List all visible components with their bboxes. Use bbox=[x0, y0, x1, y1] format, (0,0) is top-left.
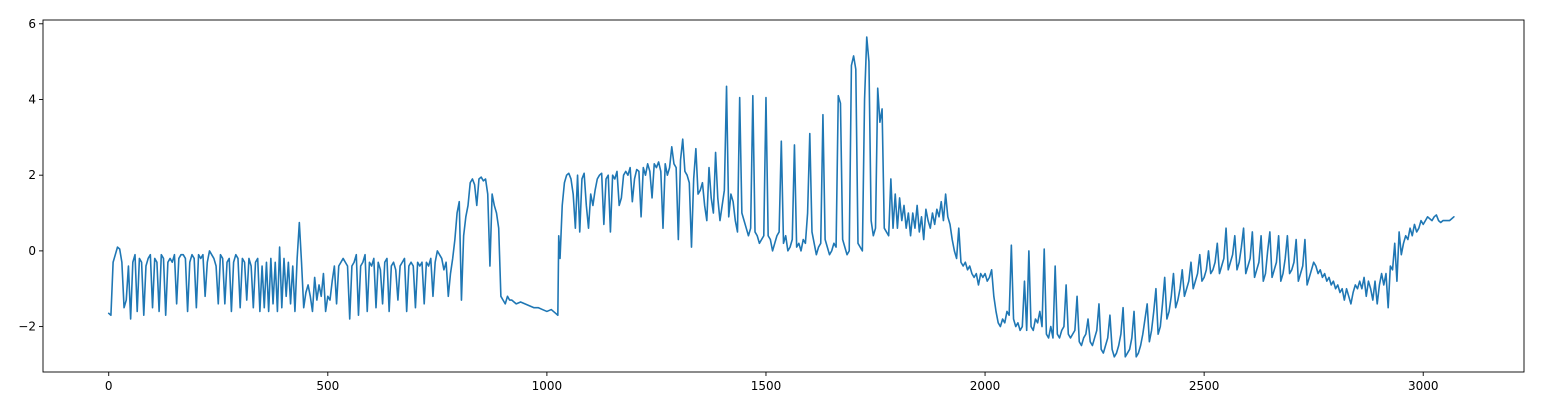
y-tick-label: 0 bbox=[28, 244, 36, 258]
axes-frame bbox=[42, 19, 1525, 373]
y-tick-label: 6 bbox=[28, 17, 36, 31]
series-line bbox=[107, 36, 1455, 358]
x-tick-label: 3000 bbox=[1408, 379, 1439, 393]
x-tick-label: 1000 bbox=[532, 379, 563, 393]
plot-area bbox=[107, 36, 1455, 358]
x-axis: 0 500 1000 1500 2000 2500 3000 bbox=[105, 372, 1439, 393]
x-tick-label: 2000 bbox=[970, 379, 1001, 393]
y-axis: −2 0 2 4 6 bbox=[18, 17, 43, 334]
x-tick-label: 2500 bbox=[1189, 379, 1220, 393]
y-tick-label: 2 bbox=[28, 168, 36, 182]
y-tick-label: 4 bbox=[28, 92, 36, 106]
x-tick-label: 0 bbox=[105, 379, 113, 393]
y-tick-label: −2 bbox=[18, 320, 36, 334]
x-tick-label: 500 bbox=[316, 379, 339, 393]
x-tick-label: 1500 bbox=[751, 379, 782, 393]
